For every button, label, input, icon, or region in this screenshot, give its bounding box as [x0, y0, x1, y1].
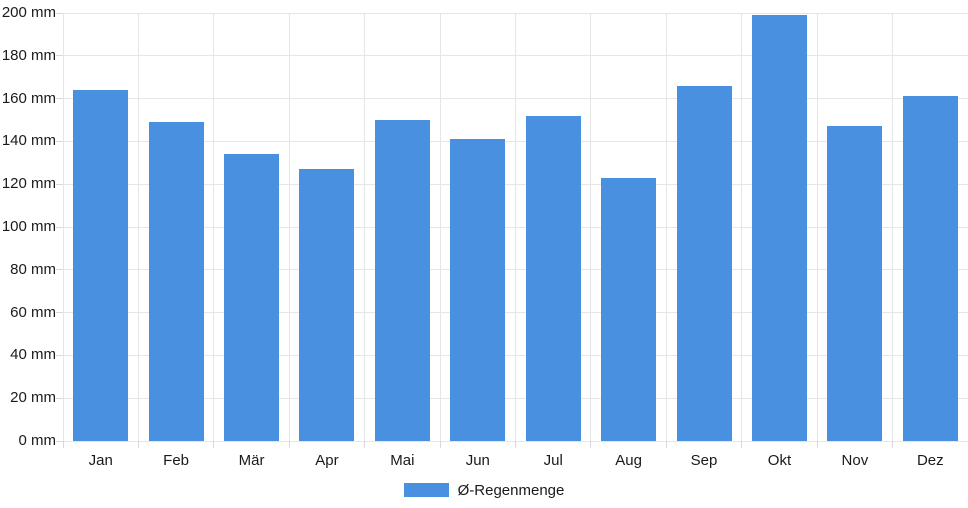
- x-gridline: [137, 13, 139, 441]
- y-axis-tick: [56, 226, 63, 228]
- x-axis-tick: [288, 441, 290, 448]
- bar-sep[interactable]: [676, 85, 732, 441]
- x-axis-tick: [62, 441, 64, 448]
- y-axis-tick: [56, 55, 63, 57]
- y-axis-label: 120 mm: [1, 175, 56, 193]
- bar-mai[interactable]: [374, 120, 430, 441]
- x-axis-tick: [741, 441, 743, 448]
- x-axis-label-mai: Mai: [390, 452, 415, 469]
- y-axis-tick: [56, 312, 63, 314]
- y-axis-tick: [56, 269, 63, 271]
- x-gridline: [590, 13, 592, 441]
- bar-jan[interactable]: [73, 90, 129, 441]
- x-gridline: [741, 13, 743, 441]
- bar-feb[interactable]: [148, 122, 204, 441]
- y-axis-label: 180 mm: [1, 46, 56, 64]
- y-axis-label: 20 mm: [10, 389, 56, 407]
- bar-jun[interactable]: [450, 139, 506, 441]
- y-axis-tick: [56, 140, 63, 142]
- y-axis-tick: [56, 98, 63, 100]
- plot-area: [56, 12, 968, 448]
- y-axis-label: 200 mm: [1, 4, 56, 21]
- legend-swatch-icon: [403, 483, 449, 497]
- bar-okt[interactable]: [751, 15, 807, 441]
- x-axis-tick: [439, 441, 441, 448]
- x-axis-tick: [892, 441, 894, 448]
- x-gridline: [62, 13, 64, 441]
- y-axis-label: 0 mm: [18, 432, 57, 449]
- x-axis-label-jul: Jul: [543, 452, 563, 469]
- y-axis-label: 100 mm: [1, 218, 56, 235]
- x-axis-label-dez: Dez: [916, 452, 944, 469]
- x-gridline: [364, 13, 366, 441]
- x-gridline: [439, 13, 441, 441]
- y-axis-label: 80 mm: [10, 260, 56, 278]
- x-axis-label-feb: Feb: [163, 452, 190, 469]
- bar-aug[interactable]: [601, 177, 657, 441]
- x-axis-tick: [364, 441, 366, 448]
- x-axis-label-aug: Aug: [615, 452, 642, 469]
- y-axis-tick: [56, 12, 63, 14]
- x-axis-label-sep: Sep: [690, 452, 718, 469]
- x-axis-label-okt: Okt: [767, 452, 792, 469]
- x-axis-tick: [213, 441, 215, 448]
- y-axis-tick: [56, 183, 63, 185]
- bar-nov[interactable]: [827, 126, 883, 441]
- bar-apr[interactable]: [299, 169, 355, 441]
- x-axis-tick: [816, 441, 818, 448]
- legend-label: Ø-Regenmenge: [457, 481, 565, 499]
- x-gridline: [816, 13, 818, 441]
- x-gridline: [665, 13, 667, 441]
- y-axis-label: 40 mm: [10, 346, 56, 364]
- x-axis-tick: [515, 441, 516, 448]
- bar-mar[interactable]: [224, 154, 280, 441]
- x-axis-label-nov: Nov: [841, 452, 869, 469]
- x-axis-tick: [665, 441, 667, 448]
- x-gridline: [213, 13, 215, 441]
- x-axis-label-jan: Jan: [88, 452, 113, 469]
- x-axis-label-mar: Mär: [238, 452, 265, 469]
- y-axis-label: 160 mm: [1, 89, 56, 107]
- y-axis-tick: [56, 440, 63, 442]
- y-axis-label: 60 mm: [10, 303, 56, 321]
- y-axis-tick: [56, 354, 63, 356]
- y-axis-label: 140 mm: [1, 132, 56, 150]
- x-axis-label-jun: Jun: [465, 452, 490, 469]
- x-gridline: [515, 13, 516, 441]
- x-axis-tick: [590, 441, 592, 448]
- x-gridline: [892, 13, 894, 441]
- x-axis-label-apr: Apr: [315, 452, 339, 469]
- legend[interactable]: Ø-Regenmenge: [0, 481, 968, 499]
- bar-jul[interactable]: [525, 115, 581, 441]
- y-axis-tick: [56, 397, 63, 399]
- bar-dez[interactable]: [902, 96, 958, 441]
- x-axis-tick: [137, 441, 139, 448]
- x-gridline: [288, 13, 290, 441]
